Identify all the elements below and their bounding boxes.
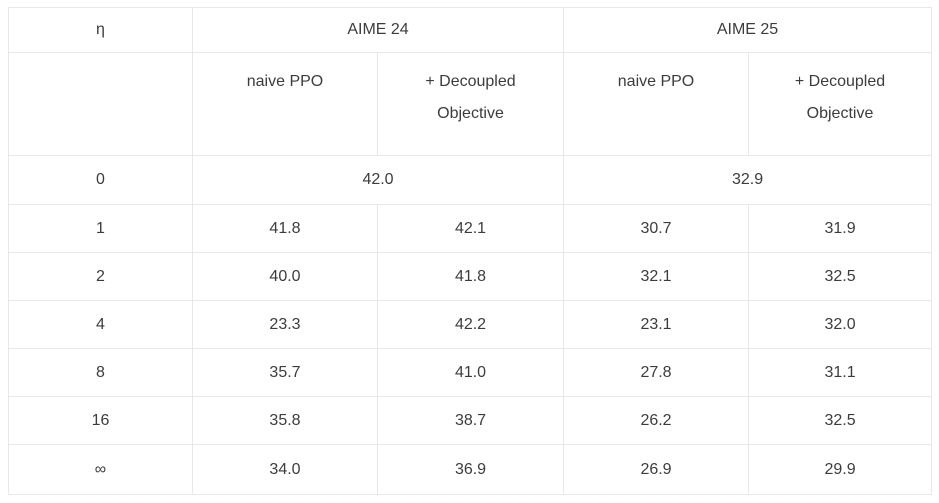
group-header-aime25: AIME 25 [563, 7, 933, 53]
eta-cell: 1 [8, 204, 193, 253]
table-row-eta-infinity: ∞ 34.0 36.9 26.9 29.9 [8, 444, 933, 495]
group-header-aime24: AIME 24 [191, 7, 565, 53]
value-cell: 32.5 [748, 252, 933, 301]
subheader-label: naive PPO [617, 73, 695, 90]
subheader-aime24-decoupled: + Decoupled Objective [376, 52, 565, 156]
value-cell: 23.3 [192, 300, 378, 349]
value-cell: 23.1 [563, 300, 750, 349]
value-cell: 30.7 [563, 204, 750, 253]
group-header-row: η AIME 24 AIME 25 [8, 7, 933, 53]
subheader-label: + Decoupled Objective [425, 73, 516, 122]
sub-header-row: naive PPO + Decoupled Objective naive PP… [8, 52, 933, 156]
subheader-aime24-naive-ppo: naive PPO [192, 52, 378, 156]
value-cell: 35.7 [192, 348, 378, 397]
results-table: η AIME 24 AIME 25 naive PPO + Decoupled … [8, 7, 933, 495]
eta-header: η [8, 7, 193, 53]
subheader-aime25-decoupled: + Decoupled Objective [748, 52, 933, 156]
subheader-label: naive PPO [246, 73, 324, 90]
table-row-eta-1: 1 41.8 42.1 30.7 31.9 [8, 204, 933, 253]
eta-cell: 8 [8, 348, 193, 397]
value-cell: 32.0 [748, 300, 933, 349]
value-cell: 35.8 [192, 396, 378, 445]
value-cell: 36.9 [376, 444, 565, 495]
subheader-label: + Decoupled Objective [794, 73, 886, 122]
eta-cell: ∞ [8, 444, 193, 495]
spanned-value-aime24: 42.0 [191, 155, 565, 205]
table-row-eta-0: 0 42.0 32.9 [8, 155, 933, 205]
value-cell: 31.9 [748, 204, 933, 253]
table-row-eta-2: 2 40.0 41.8 32.1 32.5 [8, 252, 933, 301]
value-cell: 32.5 [748, 396, 933, 445]
value-cell: 40.0 [192, 252, 378, 301]
eta-cell: 4 [8, 300, 193, 349]
table-row-eta-8: 8 35.7 41.0 27.8 31.1 [8, 348, 933, 397]
value-cell: 38.7 [376, 396, 565, 445]
value-cell: 29.9 [748, 444, 933, 495]
value-cell: 42.1 [376, 204, 565, 253]
value-cell: 41.0 [376, 348, 565, 397]
subheader-aime25-naive-ppo: naive PPO [563, 52, 750, 156]
value-cell: 27.8 [563, 348, 750, 397]
subheader-spacer [8, 52, 193, 156]
spanned-value-aime25: 32.9 [563, 155, 933, 205]
value-cell: 42.2 [376, 300, 565, 349]
value-cell: 34.0 [192, 444, 378, 495]
eta-cell: 0 [8, 155, 193, 205]
value-cell: 26.9 [563, 444, 750, 495]
eta-cell: 16 [8, 396, 193, 445]
value-cell: 31.1 [748, 348, 933, 397]
value-cell: 41.8 [192, 204, 378, 253]
value-cell: 26.2 [563, 396, 750, 445]
table-row-eta-4: 4 23.3 42.2 23.1 32.0 [8, 300, 933, 349]
value-cell: 41.8 [376, 252, 565, 301]
eta-cell: 2 [8, 252, 193, 301]
table-row-eta-16: 16 35.8 38.7 26.2 32.5 [8, 396, 933, 445]
value-cell: 32.1 [563, 252, 750, 301]
